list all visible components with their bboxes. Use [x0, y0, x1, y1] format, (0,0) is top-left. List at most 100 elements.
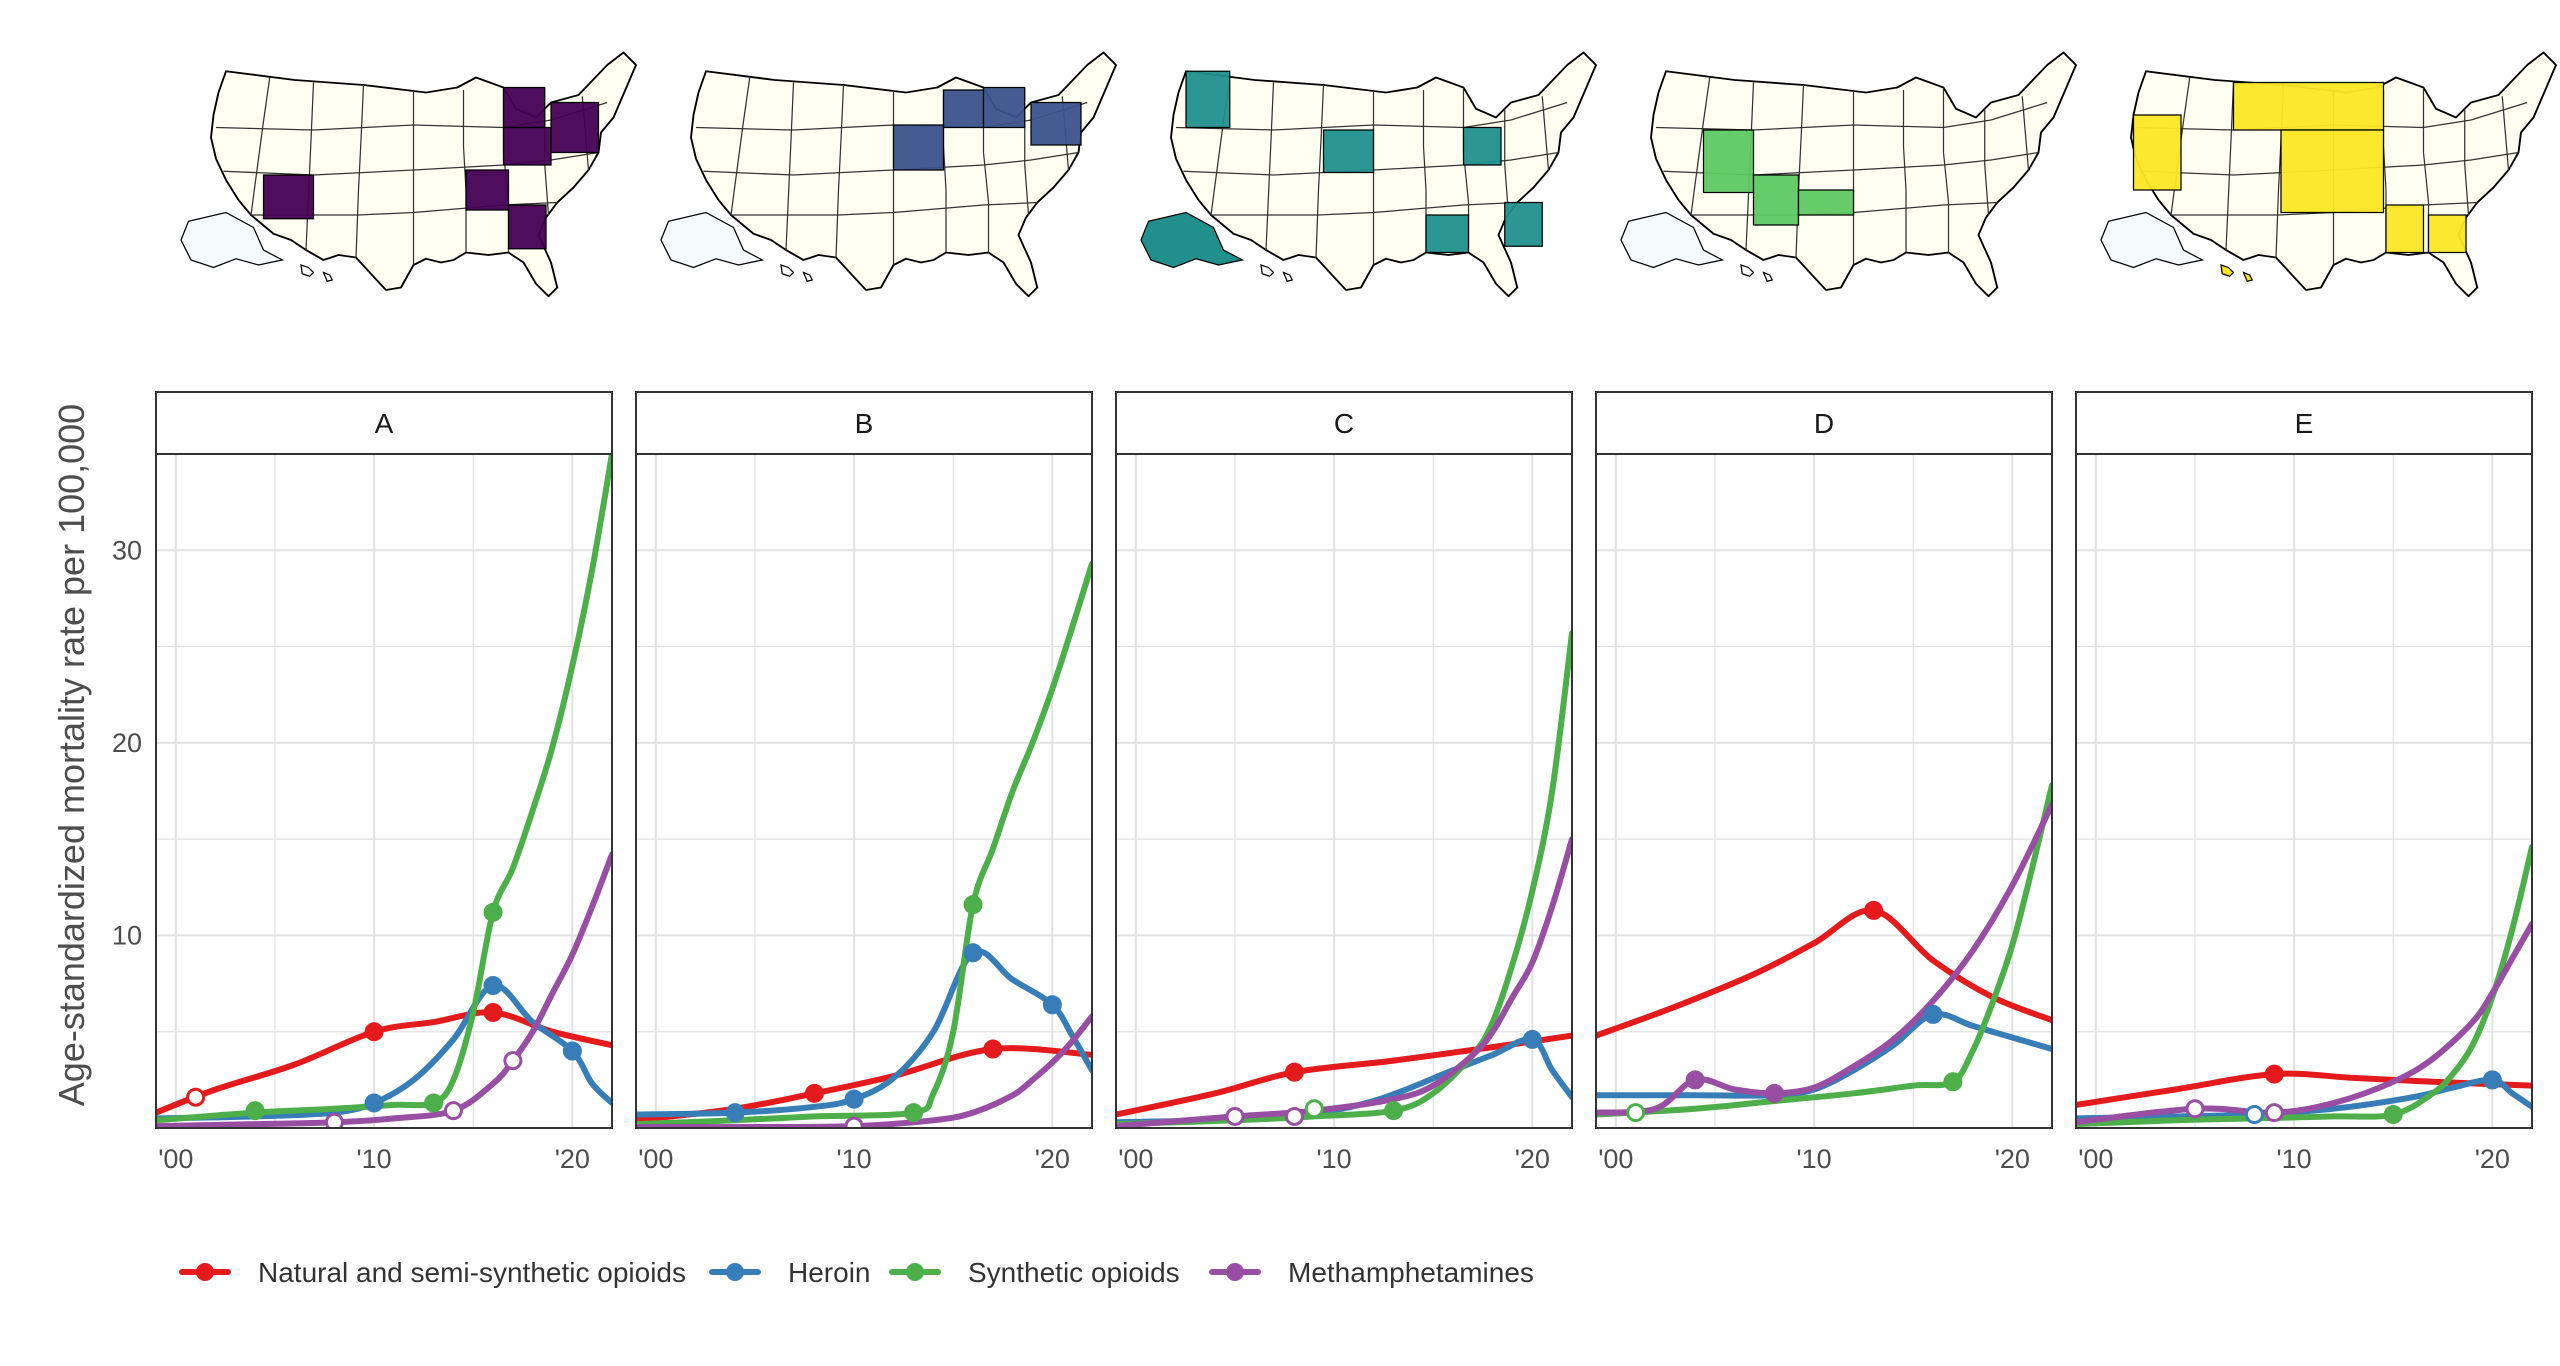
joinpoint-marker-natural [983, 1039, 1003, 1059]
joinpoint-marker-heroin [483, 975, 503, 995]
legend: Natural and semi-synthetic opioids Heroin… [179, 1257, 1534, 1288]
joinpoint-marker-meth [1284, 1106, 1304, 1126]
legend-label: Synthetic opioids [968, 1257, 1180, 1288]
strip-label: A [375, 408, 394, 439]
strip-background [635, 391, 1093, 455]
y-tick-label: 10 [112, 920, 142, 950]
joinpoint-marker-synthetic [963, 895, 983, 915]
joinpoint-marker-natural [1864, 900, 1884, 920]
series-line-natural [1596, 907, 2052, 1039]
y-tick-label: 30 [112, 535, 142, 565]
highlighted-states [2132, 81, 2467, 254]
series-line-synthetic [636, 560, 1092, 1128]
series-lines [2076, 843, 2532, 1128]
joinpoint-marker-synthetic [904, 1103, 924, 1123]
series-line-heroin [1596, 1010, 2052, 1099]
series-line-synthetic [2076, 843, 2532, 1128]
joinpoint-marker-synthetic [1943, 1072, 1963, 1092]
joinpoint-marker-meth [443, 1101, 463, 1121]
x-tick-label: '20 [555, 1144, 590, 1174]
hawaii-shape [1740, 264, 1774, 282]
alaska-shape [1620, 211, 1725, 269]
legend-key-marker [726, 1263, 744, 1281]
highlighted-states [1185, 70, 1543, 254]
strip-label: C [1334, 408, 1354, 439]
series-lines [156, 454, 612, 1128]
panel-border [635, 453, 1093, 1129]
grid [2076, 453, 2532, 1128]
joinpoint-marker-natural [2264, 1064, 2284, 1084]
hawaii-shape [1260, 264, 1294, 282]
panel-b: B '00 '10 '20 [635, 391, 1093, 1174]
strip-background [2075, 391, 2533, 455]
series-line-natural [1116, 1032, 1572, 1118]
joinpoint-marker-synthetic [483, 902, 503, 922]
y-axis-title: Age-standardized mortality rate per 100,… [51, 404, 92, 1106]
grid [636, 453, 1092, 1128]
region-maps [180, 51, 2557, 298]
series-line-natural [2076, 1070, 2532, 1108]
x-tick-label: '20 [1515, 1144, 1550, 1174]
joinpoint-marker-meth [1685, 1070, 1705, 1090]
alaska-shape [180, 211, 285, 269]
highlighted-states [262, 86, 600, 250]
x-tick-label: '20 [2475, 1144, 2510, 1174]
region-map-d [1620, 51, 2077, 298]
series-lines [1116, 630, 1572, 1128]
x-tick-label: '00 [638, 1144, 673, 1174]
joinpoint-marker-meth [324, 1112, 344, 1128]
region-map-a [180, 51, 637, 298]
series-line-meth [156, 851, 612, 1128]
series-line-meth [636, 1013, 1092, 1128]
joinpoint-marker-heroin [1923, 1004, 1943, 1024]
legend-item-synthetic: Synthetic opioids [889, 1257, 1180, 1288]
series-line-meth [1596, 801, 2052, 1116]
series-line-heroin [2076, 1076, 2532, 1122]
legend-label: Methamphetamines [1288, 1257, 1534, 1288]
legend-item-heroin: Heroin [709, 1257, 870, 1288]
panel-a: A '00 '10 '20 [155, 391, 613, 1174]
series-line-synthetic [156, 454, 612, 1124]
region-map-c [1140, 51, 1597, 298]
region-map-b [660, 51, 1117, 298]
joinpoint-marker-natural [483, 1002, 503, 1022]
legend-item-meth: Methamphetamines [1209, 1257, 1534, 1288]
joinpoint-marker-heroin [725, 1103, 745, 1123]
legend-label: Heroin [788, 1257, 870, 1288]
joinpoint-marker-heroin [963, 943, 983, 963]
panel-c: C '00 '10 '20 [1115, 391, 1573, 1174]
joinpoint-marker-heroin [2482, 1070, 2502, 1090]
joinpoint-marker-synthetic [245, 1101, 265, 1121]
highlighted-states [892, 86, 1082, 171]
legend-key-marker [1226, 1263, 1244, 1281]
x-tick-label: '00 [158, 1144, 193, 1174]
joinpoint-marker-meth [1764, 1083, 1784, 1103]
x-tick-label: '10 [356, 1144, 391, 1174]
alaska-shape [2100, 211, 2205, 269]
hawaii-shape [2220, 264, 2254, 282]
joinpoint-marker-meth [844, 1116, 864, 1128]
x-tick-label: '20 [1995, 1144, 2030, 1174]
panel-border [1595, 453, 2053, 1129]
strip-background [155, 391, 613, 455]
x-tick-label: '10 [836, 1144, 871, 1174]
hawaii-shape [780, 264, 814, 282]
series-line-meth [2076, 920, 2532, 1126]
panel-border [155, 453, 613, 1129]
alaska-shape [660, 211, 765, 269]
panel-e: E '00 '10 '20 [2075, 391, 2533, 1174]
strip-label: B [855, 408, 874, 439]
joinpoint-marker-synthetic [2383, 1105, 2403, 1125]
series-line-synthetic [1596, 782, 2052, 1118]
x-tick-label: '00 [1118, 1144, 1153, 1174]
joinpoint-marker-heroin [844, 1089, 864, 1109]
joinpoint-marker-natural [1284, 1062, 1304, 1082]
joinpoint-marker-heroin [1522, 1029, 1542, 1049]
joinpoint-marker-heroin [364, 1093, 384, 1113]
joinpoint-marker-natural [186, 1087, 206, 1107]
joinpoint-marker-heroin [562, 1041, 582, 1061]
legend-key-marker [196, 1263, 214, 1281]
x-tick-label: '00 [1598, 1144, 1633, 1174]
x-tick-label: '00 [2078, 1144, 2113, 1174]
